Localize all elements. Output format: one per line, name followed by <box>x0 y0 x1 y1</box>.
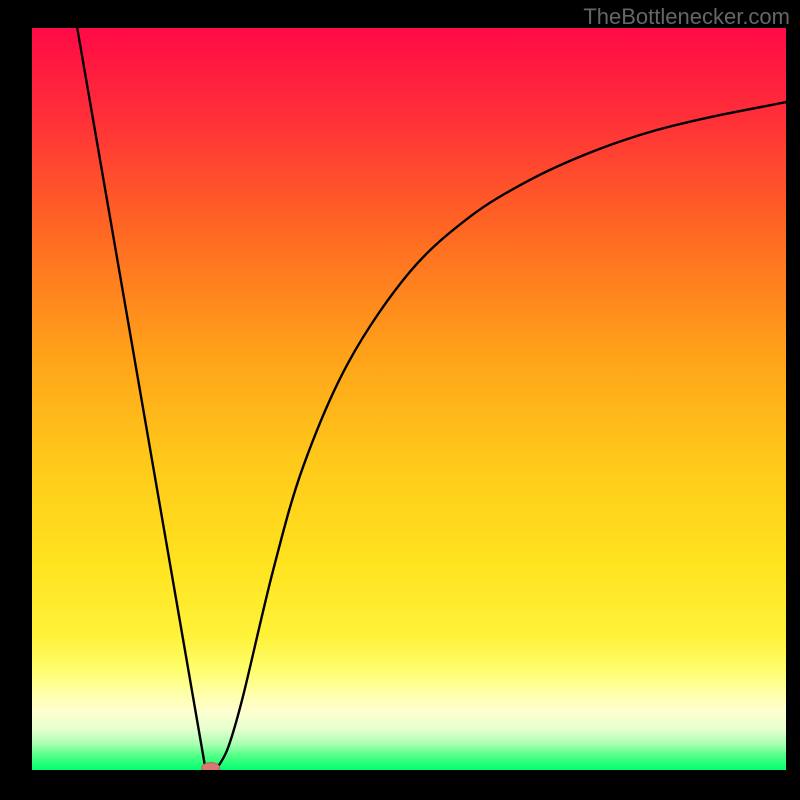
plot-svg <box>32 28 786 770</box>
curve-right <box>217 102 786 768</box>
min-marker <box>202 763 220 770</box>
curve-left <box>77 28 205 769</box>
plot-area <box>32 28 786 770</box>
watermark-text: TheBottlenecker.com <box>583 4 790 30</box>
